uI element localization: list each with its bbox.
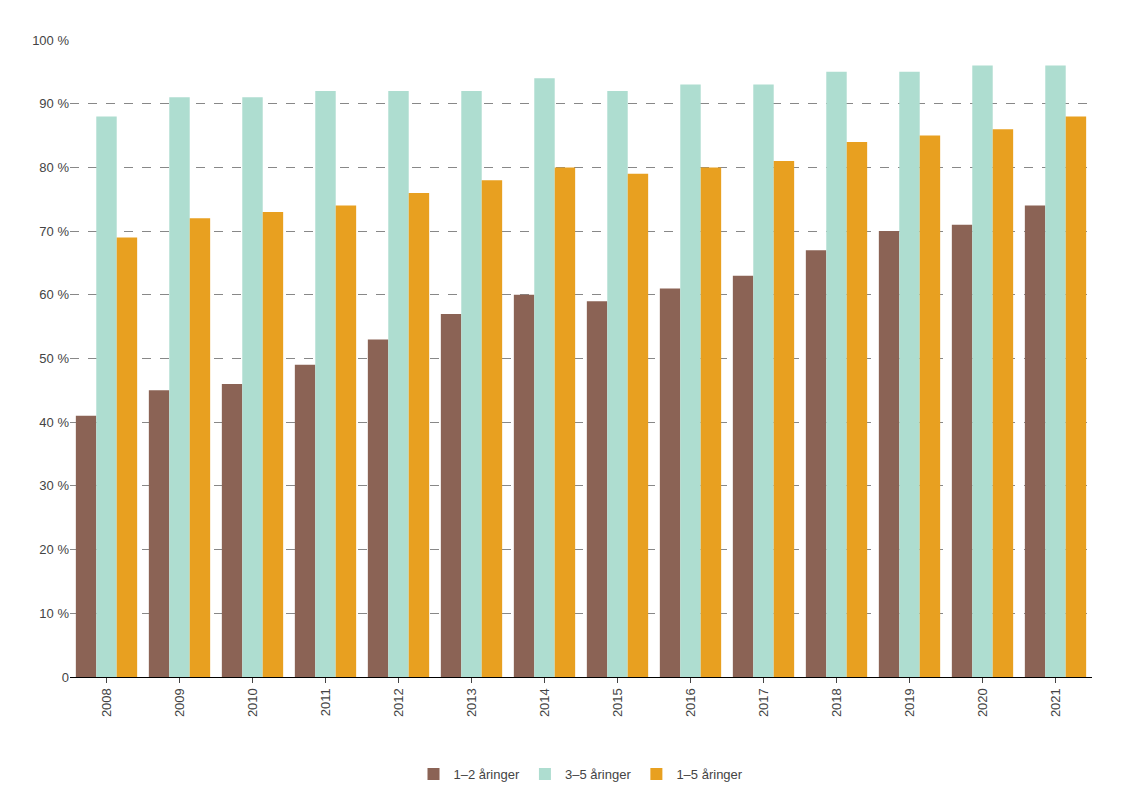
svg-text:1–5 åringer: 1–5 åringer xyxy=(676,767,742,782)
svg-text:2018: 2018 xyxy=(829,688,844,717)
svg-text:40 %: 40 % xyxy=(39,415,69,430)
svg-text:2008: 2008 xyxy=(99,688,114,717)
svg-text:60 %: 60 % xyxy=(39,287,69,302)
svg-text:2009: 2009 xyxy=(172,688,187,717)
svg-text:30 %: 30 % xyxy=(39,478,69,493)
svg-text:3–5 åringer: 3–5 åringer xyxy=(565,767,631,782)
svg-text:100 %: 100 % xyxy=(32,33,69,48)
svg-text:2011: 2011 xyxy=(318,688,333,716)
svg-text:1–2 åringer: 1–2 åringer xyxy=(454,767,520,782)
svg-text:50 %: 50 % xyxy=(39,351,69,366)
svg-text:2014: 2014 xyxy=(537,688,552,717)
svg-text:2010: 2010 xyxy=(245,688,260,717)
svg-text:10 %: 10 % xyxy=(39,606,69,621)
svg-text:0: 0 xyxy=(62,670,69,685)
svg-text:2017: 2017 xyxy=(756,688,771,717)
svg-text:2016: 2016 xyxy=(683,688,698,717)
svg-text:2020: 2020 xyxy=(975,688,990,717)
svg-text:2021: 2021 xyxy=(1048,688,1063,717)
svg-text:80 %: 80 % xyxy=(39,160,69,175)
svg-text:70 %: 70 % xyxy=(39,224,69,239)
svg-text:2019: 2019 xyxy=(902,688,917,717)
svg-text:2013: 2013 xyxy=(464,688,479,717)
svg-text:2015: 2015 xyxy=(610,688,625,717)
svg-text:90 %: 90 % xyxy=(39,96,69,111)
svg-text:2012: 2012 xyxy=(391,688,406,717)
svg-text:20 %: 20 % xyxy=(39,542,69,557)
